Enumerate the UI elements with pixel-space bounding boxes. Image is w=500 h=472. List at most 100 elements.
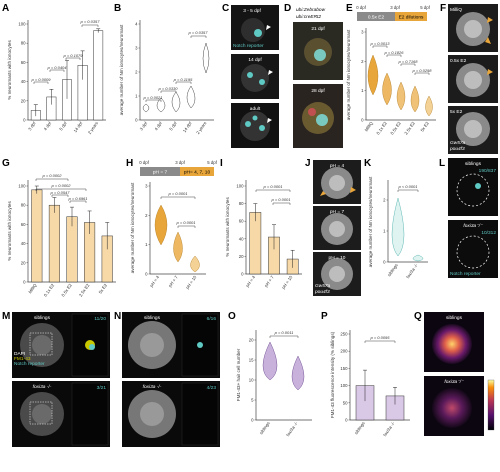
o-ytick-label: 5 <box>251 398 254 403</box>
a-ylabel: % neuromasts with ionocytes <box>7 40 12 100</box>
panel-f: F MilliQ 0.5x E2 5x E2 Gw57a pou4f3 <box>440 3 498 154</box>
o-violin-2 <box>291 355 305 391</box>
b-pval-2: p = 0.0330 <box>157 86 178 91</box>
i-ytick-label: 40 <box>239 236 244 241</box>
e-xtick-label: 5x E2 <box>419 120 430 132</box>
h-bar-2-label: pH= 4, 7, 10 <box>184 170 211 176</box>
k-violin-2 <box>412 254 424 262</box>
e-violin-5 <box>425 95 433 117</box>
n-top-count: 6/16 <box>207 316 217 322</box>
p-xtick-label: foxi3a -/- <box>382 420 396 437</box>
panel-label-b: B <box>114 3 121 14</box>
b-xtick-label: 5 dpf <box>168 120 178 131</box>
panel-label-p: P <box>321 311 328 322</box>
d-header-2: ubi:creERt2 <box>296 14 321 20</box>
h-ytick-label: 2 <box>145 213 148 218</box>
a-pval-4: p = 0.0357 <box>79 19 100 24</box>
g-bar <box>66 216 78 283</box>
panel-c: C 3 - 5 dpf Notch reporter 14 dpf adult <box>222 3 279 148</box>
b-pval-4: p = 0.0357 <box>187 30 208 35</box>
g-xtick-label: 2.5x E2 <box>78 282 91 297</box>
l-bottom-count: 10/312 <box>481 230 496 236</box>
d-label-1: 21 dpf <box>311 26 325 32</box>
m-legend-2: FM1-43 <box>14 356 31 362</box>
panel-label-e: E <box>346 3 353 14</box>
panel-label-m: M <box>2 311 10 322</box>
a-xtick-label: 4 dpf <box>43 120 53 131</box>
e-bar-1-label: 0.5x E2 <box>368 15 385 21</box>
a-ytick-label: 0 <box>23 118 26 123</box>
k-pval-1: p < 0.0001 <box>397 184 417 189</box>
h-xtick-label: pH = 10 <box>185 274 198 290</box>
g-xtick-label: 0.5x E2 <box>60 282 73 297</box>
e-bar-2-label: E2 dilutions <box>399 15 424 21</box>
p-ytick-label: 150 <box>340 366 348 371</box>
n-bottom-label: foxi3a -/- <box>143 384 162 390</box>
panel-label-l: L <box>439 158 445 169</box>
e-ytick-label: 1 <box>361 88 364 93</box>
e-pval-4: p = 0.0298 <box>411 68 432 73</box>
panel-label-a: A <box>2 3 9 14</box>
panel-label-i: I <box>220 158 223 169</box>
i-bar <box>249 212 262 275</box>
e-ytick-label: 0 <box>361 118 364 123</box>
i-xtick-label: pH = 4 <box>245 274 257 288</box>
a-ytick-label: 100 <box>18 22 26 27</box>
f-label-3: 5x E2 <box>450 109 463 115</box>
g-xtick-label: 5x E2 <box>98 282 109 294</box>
o-ytick-label: 20 <box>249 338 254 343</box>
h-violin-2 <box>173 231 183 263</box>
panel-h: H 0 dpf 3 dpf 5 dpf pH = 7 pH= 4, 7, 10 … <box>126 158 218 290</box>
k-ylabel: average number of Nm ionocytes/neuromast <box>368 176 373 267</box>
b-xtick-label: 4 dpf <box>153 120 163 131</box>
a-pval-2: p = 0.0404 <box>46 65 67 70</box>
g-ytick-label: 20 <box>21 260 26 265</box>
k-ytick-label: 1 <box>383 229 386 234</box>
e-violin-2 <box>382 72 392 106</box>
i-ylabel: % neuromasts with ionocytes <box>225 197 230 257</box>
e-time-0: 0 dpf <box>356 5 366 10</box>
i-ytick-label: 0 <box>241 272 244 277</box>
panel-a: A 0 20 40 60 80 100 3 dpf 4 dpf 5 dpf 14 dpf 2 ye… <box>2 3 106 135</box>
e-pval-2: p = 0.1826 <box>383 50 404 55</box>
p-ytick-label: 50 <box>343 400 348 405</box>
g-pval-2: p = 0.0002 <box>50 183 71 188</box>
p-pval-1: p = 0.0095 <box>369 335 390 340</box>
b-ytick-label: 4 <box>135 22 138 27</box>
panel-o: O 0 5 10 15 20 siblings foxi3a -/- FM1-43+ ha… <box>228 311 312 437</box>
j-marker-1: Gw57a <box>315 283 331 289</box>
h-ytick-label: 3 <box>145 184 148 189</box>
e-ytick-label: 2 <box>361 59 364 64</box>
h-ytick-label: 1 <box>145 242 148 247</box>
m-top-count: 11/20 <box>94 316 106 322</box>
f-label-1: MilliQ <box>450 7 462 13</box>
panel-label-d: D <box>284 3 291 14</box>
d-label-2: 28 dpf <box>311 88 325 94</box>
k-violin-1 <box>391 197 405 257</box>
g-ytick-label: 60 <box>21 222 26 227</box>
b-xtick-label: 2 years <box>195 121 207 135</box>
e-violin-3 <box>396 81 406 111</box>
panel-g: G 0 20 40 60 80 100 MilliQ 0.1x E2 0.5x E2 2.5x … <box>2 158 116 298</box>
panel-label-h: H <box>126 158 133 169</box>
panel-j: J pH = 4 pH = 7 pH = 10 Gw57a pou4f3 <box>305 158 361 296</box>
o-ytick-label: 10 <box>249 378 254 383</box>
i-xtick-label: pH = 10 <box>281 274 294 290</box>
panel-k: K 0 1 2 siblings foxi3a -/- average number … <box>364 158 428 279</box>
a-ytick-label: 20 <box>21 98 26 103</box>
e-xtick-label: 0.1x E2 <box>375 120 388 135</box>
b-pval-3: p = 0.1195 <box>173 77 193 82</box>
b-xtick-label: 3 dpf <box>139 120 149 131</box>
j-label-1: pH = 4 <box>330 163 345 169</box>
l-top-label: siblings <box>465 161 482 167</box>
c-label-3: adult <box>250 106 261 112</box>
a-xtick-label: 5 dpf <box>58 120 68 131</box>
p-ylabel: FM1-43 fluorescence intensity (% sibling… <box>330 331 335 418</box>
e-bar-1 <box>357 12 395 21</box>
i-pval-1: p = 0.0001 <box>262 184 282 189</box>
b-violin-4 <box>186 85 196 109</box>
b-ytick-label: 3 <box>135 46 138 51</box>
h-violin-3 <box>190 255 200 273</box>
a-ytick-label: 60 <box>21 60 26 65</box>
p-xtick-label: siblings <box>353 421 365 436</box>
